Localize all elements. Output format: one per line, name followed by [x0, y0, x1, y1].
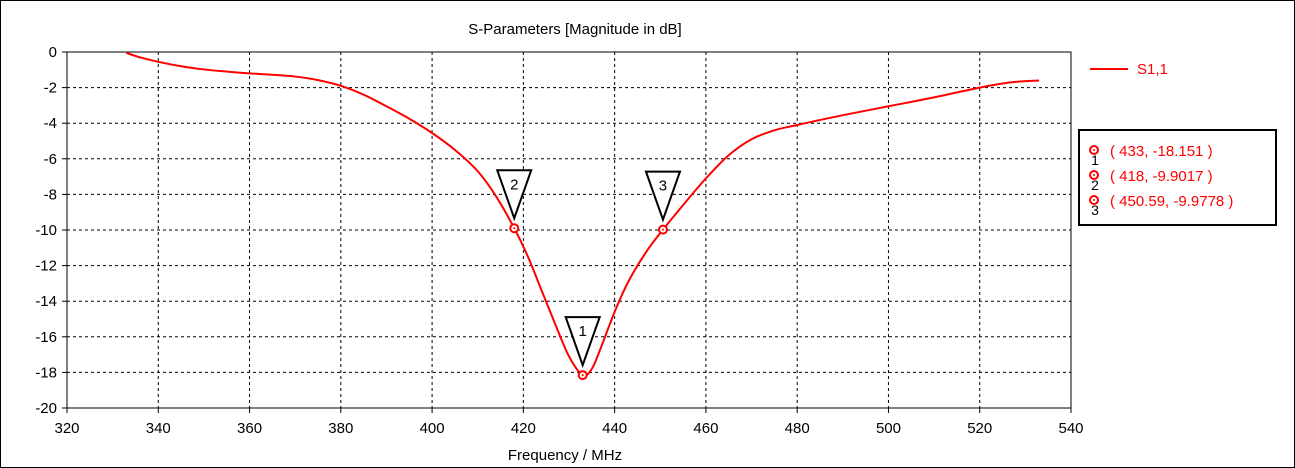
- readout-row-1: 1 ( 433, -18.151 ): [1089, 143, 1213, 168]
- x-tick-label: 420: [511, 420, 536, 437]
- x-tick-label: 500: [876, 420, 901, 437]
- y-tick-label: -2: [44, 80, 57, 97]
- y-tick-label: -4: [44, 115, 57, 132]
- marker-flag-1: [564, 316, 602, 369]
- readout-marker-id: 3: [1091, 202, 1099, 218]
- readout-value: ( 433, -18.151 ): [1110, 143, 1213, 160]
- x-axis-label: Frequency / MHz: [508, 447, 622, 464]
- x-tick-label: 540: [1058, 420, 1083, 437]
- x-axis: 320 340 360 380 400 420 440 460 480 500 520 540: [54, 408, 1084, 437]
- legend-label-s11: S1,1: [1137, 61, 1168, 78]
- x-tick-label: 440: [602, 420, 627, 437]
- y-tick-label: -10: [35, 222, 57, 239]
- readout-marker-id: 2: [1091, 177, 1099, 193]
- marker-readout-box: 1 ( 433, -18.151 ) 2 ( 418, -9.9017 ) 3 ( 450…: [1078, 129, 1277, 226]
- marker-point-center-2: [513, 227, 516, 230]
- marker-flag-3: [644, 170, 682, 223]
- y-tick-label: -6: [44, 151, 57, 168]
- marker-flag-label-3: 3: [659, 178, 667, 195]
- readout-row-2: 2 ( 418, -9.9017 ): [1089, 168, 1213, 193]
- readout-row-3: 3 ( 450.59, -9.9778 ): [1089, 193, 1233, 218]
- marker-2: 2: [495, 169, 533, 234]
- grid: [67, 52, 1071, 408]
- x-tick-label: 480: [785, 420, 810, 437]
- readout-marker-id: 1: [1091, 152, 1099, 168]
- y-tick-label: -20: [35, 400, 57, 417]
- marker-point-center-1: [581, 374, 584, 377]
- plot-area-border: [66, 51, 1072, 409]
- marker-1: 1: [564, 316, 602, 381]
- y-tick-label: -16: [35, 329, 57, 346]
- x-tick-label: 520: [967, 420, 992, 437]
- y-tick-label: -12: [35, 258, 57, 275]
- y-tick-label: -8: [44, 186, 57, 203]
- x-tick-label: 320: [54, 420, 79, 437]
- readout-marker-icon-center: [1093, 199, 1095, 201]
- y-tick-label: -14: [35, 293, 57, 310]
- readout-value: ( 450.59, -9.9778 ): [1110, 193, 1233, 210]
- legend: S1,1: [1090, 61, 1168, 78]
- readout-marker-icon-center: [1093, 174, 1095, 176]
- marker-flag-label-2: 2: [510, 176, 518, 193]
- readout-value: ( 418, -9.9017 ): [1110, 168, 1213, 185]
- chart-title: S-Parameters [Magnitude in dB]: [468, 21, 681, 38]
- readout-marker-icon-center: [1093, 149, 1095, 151]
- marker-3: 3: [644, 170, 682, 235]
- x-tick-label: 380: [328, 420, 353, 437]
- y-tick-label: -18: [35, 364, 57, 381]
- marker-point-center-3: [661, 228, 664, 231]
- y-tick-label: 0: [49, 44, 57, 61]
- marker-flag-2: [495, 169, 533, 222]
- x-tick-label: 460: [693, 420, 718, 437]
- x-tick-label: 340: [146, 420, 171, 437]
- x-tick-label: 400: [420, 420, 445, 437]
- x-tick-label: 360: [237, 420, 262, 437]
- marker-group: 1 2 3: [495, 169, 682, 381]
- y-axis: 0 -2 -4 -6 -8 -10 -12 -14 -16 -18 -20: [35, 44, 67, 417]
- series-line-s11: [126, 51, 1040, 377]
- marker-flag-label-1: 1: [579, 323, 587, 340]
